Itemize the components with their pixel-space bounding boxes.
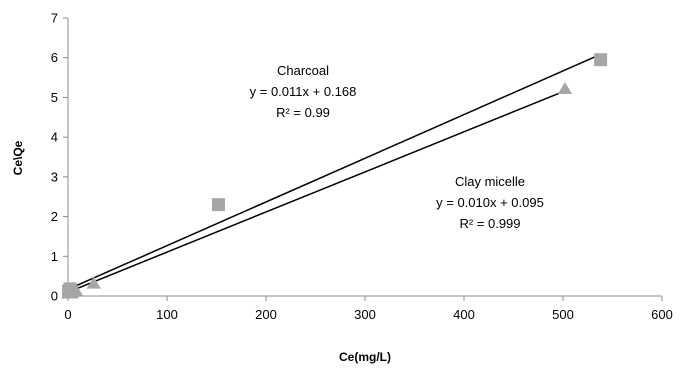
- annotation-charcoal-name: Charcoal: [277, 63, 329, 78]
- y-tick-label: 1: [51, 249, 58, 264]
- x-tick-label: 200: [255, 307, 277, 322]
- y-axis-title: Ce\Qe: [11, 140, 25, 175]
- x-tick-label: 100: [156, 307, 178, 322]
- annotation-charcoal-r2: R² = 0.99: [276, 105, 330, 120]
- y-tick-label: 6: [51, 50, 58, 65]
- trendlines: [67, 53, 601, 293]
- x-tick-label: 500: [552, 307, 574, 322]
- annotation-clay-micelle: Clay micelle y = 0.010x + 0.095 R² = 0.9…: [436, 174, 544, 231]
- x-tick-label: 300: [354, 307, 376, 322]
- triangle-point: [86, 276, 101, 289]
- square-point: [211, 198, 225, 212]
- trendline-clay-micelle: [67, 88, 570, 293]
- annotation-clay-r2: R² = 0.999: [459, 216, 520, 231]
- y-tick-label: 2: [51, 209, 58, 224]
- y-tick-label: 4: [51, 130, 58, 145]
- y-tick-label: 3: [51, 169, 58, 184]
- x-tick-label: 0: [64, 307, 71, 322]
- triangle-point: [68, 283, 84, 296]
- x-tick-label: 600: [651, 307, 673, 322]
- x-tick-label: 400: [453, 307, 475, 322]
- y-tick-label: 5: [51, 90, 58, 105]
- annotation-charcoal-equation: y = 0.011x + 0.168: [250, 84, 357, 99]
- y-tick-label: 0: [51, 289, 58, 304]
- y-tick-label: 7: [51, 11, 58, 26]
- trendline-charcoal: [67, 53, 601, 291]
- annotation-clay-equation: y = 0.010x + 0.095: [436, 195, 544, 210]
- triangle-point: [557, 81, 573, 94]
- square-point: [594, 53, 608, 67]
- axes: 0 1 2 3 4 5 6 7 0 100 200 300 400 500 600: [51, 11, 673, 323]
- annotation-clay-name: Clay micelle: [455, 174, 525, 189]
- data-points: [61, 53, 608, 299]
- annotation-charcoal: Charcoal y = 0.011x + 0.168 R² = 0.99: [250, 63, 357, 120]
- x-axis-title: Ce(mg/L): [339, 350, 391, 364]
